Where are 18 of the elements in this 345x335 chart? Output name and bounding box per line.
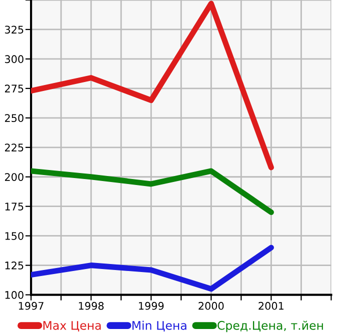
y-tick-label: 225 bbox=[4, 144, 24, 152]
y-tick-label: 150 bbox=[5, 232, 24, 240]
y-tick-label: 250 bbox=[4, 114, 24, 122]
legend-label: Min Цена bbox=[132, 320, 186, 332]
x-tick-label: 1998 bbox=[78, 302, 104, 310]
legend-label: Сред.Цена, т.йен bbox=[218, 320, 323, 332]
y-tick-label: 200 bbox=[4, 173, 24, 181]
x-tick-label: 2001 bbox=[258, 302, 284, 310]
legend-label: Max Цена bbox=[43, 321, 101, 332]
x-tick-label: 1997 bbox=[18, 302, 44, 310]
y-tick-label: 275 bbox=[4, 84, 24, 93]
y-tick-label: 300 bbox=[5, 55, 24, 64]
x-tick-label: 1999 bbox=[139, 302, 164, 310]
y-tick-label: 325 bbox=[5, 26, 24, 34]
y-tick-label: 100 bbox=[5, 291, 24, 299]
y-tick-label: 125 bbox=[5, 262, 24, 270]
y-tick-label: 175 bbox=[5, 202, 24, 210]
x-tick-label: 2000 bbox=[198, 302, 224, 310]
